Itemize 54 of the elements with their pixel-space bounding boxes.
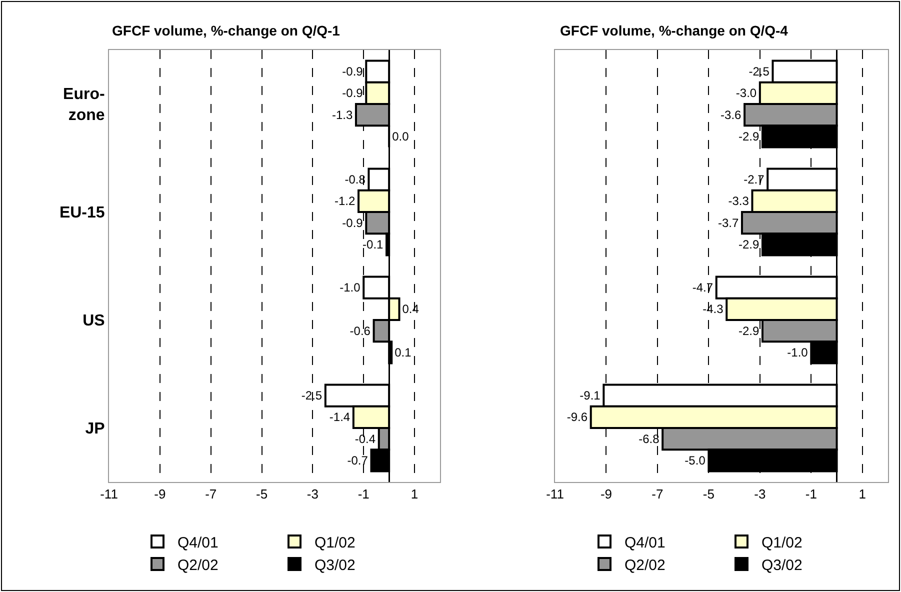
legend-label: Q4/01 [624,534,666,552]
data-label: -2.9 [738,237,760,252]
x-tick-label: 1 [858,486,866,502]
x-tick-label: -3 [754,486,766,502]
data-label: -0.7 [347,453,368,468]
data-label: -3.0 [736,86,757,100]
data-label: -1.4 [329,410,350,424]
data-label: -0.6 [350,324,371,338]
data-label: -1.2 [334,194,356,208]
legend-label: Q4/01 [178,534,218,552]
data-label: -1.0 [340,280,361,295]
data-label: -6.8 [638,432,660,446]
data-label: -0.9 [342,64,364,79]
chart-title: GFCF volume, %-change on Q/Q-4 [560,22,788,38]
x-tick-label: -5 [256,486,268,502]
legend-label: Q1/02 [314,534,356,552]
y-tick-label: Euro- zone [63,86,105,124]
x-tick-label: -3 [306,486,318,502]
x-tick-label: -7 [205,486,217,502]
x-tick-label: 1 [410,486,418,502]
data-label: -0.9 [342,86,364,100]
legend-label: Q2/02 [624,556,666,574]
data-label: -3.6 [720,108,742,122]
x-tick-label: -9 [600,486,612,502]
data-label: -0.1 [362,237,384,252]
x-tick-label: -9 [154,486,166,502]
data-label: -0.4 [354,432,376,446]
data-label: -3.3 [728,194,750,208]
data-label: -0.9 [342,216,364,230]
data-label: -1.3 [332,108,353,122]
data-label: 0.1 [394,345,412,360]
y-tick-label: EU-15 [59,204,105,222]
y-tick-label: JP [85,420,106,438]
legend-label: Q3/02 [762,556,802,574]
legend-label: Q1/02 [762,534,802,552]
data-label: 0.0 [392,129,410,144]
data-label: -3.7 [718,216,739,230]
x-tick-label: -11 [100,486,118,502]
data-label: 0.4 [402,302,420,316]
data-label: -2.9 [738,129,760,144]
x-tick-label: -11 [546,486,564,502]
legend-label: Q3/02 [314,556,356,574]
data-label: -5.0 [684,453,706,468]
chart-title: GFCF volume, %-change on Q/Q-1 [112,22,340,38]
data-label: -2.9 [738,324,760,338]
x-tick-label: -1 [805,486,817,502]
data-label: -1.0 [787,345,808,360]
x-tick-label: -5 [702,486,714,502]
data-label: -9.1 [580,388,601,403]
y-tick-label: US [82,312,106,330]
x-tick-label: -7 [652,486,664,502]
legend-label: Q2/02 [178,556,218,574]
data-label: -9.6 [566,410,588,424]
x-tick-label: -1 [358,486,370,502]
